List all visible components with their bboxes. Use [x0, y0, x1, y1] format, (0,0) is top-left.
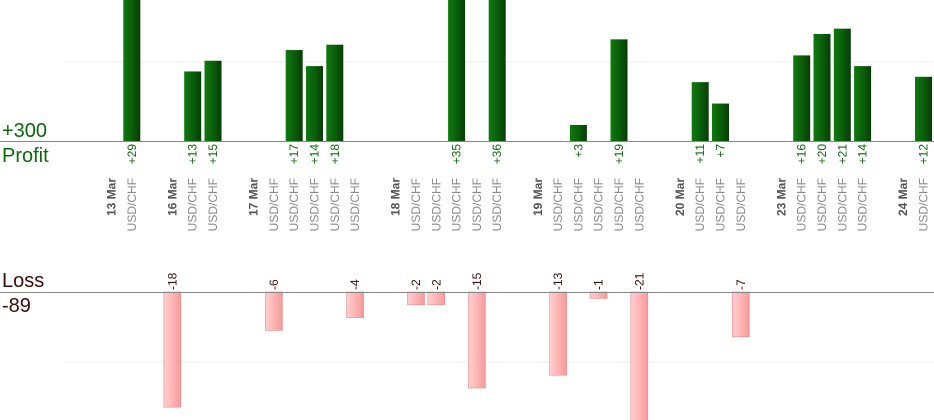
- profit-bar: [204, 60, 222, 141]
- pair-label: USD/CHF: [328, 178, 342, 231]
- profit-value-label: +16: [795, 144, 809, 165]
- date-label: 19 Mar: [531, 178, 545, 216]
- date-label: 18 Mar: [389, 178, 403, 216]
- loss-bar: [427, 291, 446, 306]
- pair-label: USD/CHF: [186, 178, 200, 231]
- profit-bar: [488, 0, 506, 142]
- loss-value-label: -13: [551, 272, 565, 290]
- profit-value-label: +14: [308, 144, 322, 165]
- profit-bar: [569, 124, 587, 141]
- loss-bar: [265, 291, 283, 331]
- date-label: 20 Mar: [673, 178, 687, 216]
- pair-label: USD/CHF: [835, 178, 849, 231]
- loss-bar: [346, 291, 364, 318]
- loss-value-label: -7: [734, 279, 748, 290]
- category-labels: 13 Mar USD/CHF 16 Mar USD/CHF USD/CHF 17 Mar U…: [105, 178, 931, 232]
- profit-value-label: +20: [815, 144, 829, 165]
- loss-value-label: -1: [592, 279, 606, 290]
- profit-bar: [854, 66, 872, 141]
- loss-value-label: -18: [165, 272, 179, 290]
- loss-bar: [630, 291, 649, 420]
- pair-label: USD/CHF: [734, 178, 748, 231]
- profit-bar: [813, 34, 831, 141]
- value-labels: +29 -18 +13 +15 -6 +17 +14 +18 -4 -2 -2 +35 -15 +36 -1…: [125, 144, 931, 290]
- profit-bar: [793, 55, 811, 141]
- pair-label: USD/CHF: [470, 178, 484, 231]
- profit-bar: [610, 39, 628, 141]
- profit-value-label: +11: [693, 144, 707, 164]
- pair-label: USD/CHF: [592, 178, 606, 231]
- profit-bars: [123, 0, 932, 142]
- pair-label: USD/CHF: [206, 178, 220, 231]
- loss-value-label: -15: [470, 272, 484, 290]
- date-label: 17 Mar: [247, 178, 261, 216]
- date-label: 24 Mar: [896, 178, 910, 216]
- profit-value-label: +14: [856, 144, 870, 165]
- pair-label: USD/CHF: [815, 178, 829, 231]
- pair-label: USD/CHF: [267, 178, 281, 231]
- profit-value-label: +21: [835, 144, 849, 165]
- profit-value-label: +13: [186, 144, 200, 165]
- profit-value-label: +36: [490, 144, 504, 165]
- pair-label: USD/CHF: [308, 178, 322, 231]
- pair-label: USD/CHF: [693, 178, 707, 231]
- profit-bar: [915, 76, 932, 141]
- loss-value-label: -2: [409, 279, 423, 290]
- pair-label: USD/CHF: [795, 178, 809, 231]
- pair-label: USD/CHF: [917, 178, 931, 231]
- loss-bar: [407, 291, 425, 306]
- profit-bar: [326, 44, 344, 142]
- loss-label: Loss: [2, 270, 45, 292]
- loss-bars: [163, 291, 750, 420]
- profit-label: Profit: [2, 145, 49, 167]
- profit-bar: [306, 66, 323, 141]
- loss-bar: [163, 291, 182, 408]
- profit-bar: [285, 50, 303, 141]
- pair-label: USD/CHF: [571, 178, 585, 231]
- loss-value-label: -6: [267, 279, 281, 290]
- pair-label: USD/CHF: [490, 178, 504, 231]
- profit-bar: [448, 0, 466, 141]
- loss-bar: [468, 291, 486, 389]
- profit-value-label: +18: [328, 144, 342, 165]
- profit-value-label: +3: [571, 144, 585, 158]
- loss-value-label: -2: [429, 279, 443, 290]
- profit-value-label: +7: [714, 144, 728, 158]
- profit-value-label: +29: [125, 144, 139, 165]
- loss-total: -89: [2, 295, 31, 317]
- pair-label: USD/CHF: [856, 178, 870, 231]
- profit-value-label: +15: [206, 144, 220, 165]
- profit-bar: [833, 28, 851, 141]
- pair-label: USD/CHF: [287, 178, 301, 231]
- pair-label: USD/CHF: [450, 178, 464, 231]
- pair-label: USD/CHF: [612, 178, 626, 231]
- pair-label: USD/CHF: [125, 178, 139, 231]
- loss-value-label: -4: [348, 279, 362, 290]
- pair-label: USD/CHF: [632, 178, 646, 231]
- pair-label: USD/CHF: [551, 178, 565, 231]
- profit-bar: [712, 103, 729, 141]
- profit-value-label: +35: [450, 144, 464, 165]
- profit-value-label: +12: [917, 144, 931, 165]
- profit-value-label: +19: [612, 144, 626, 165]
- pair-label: USD/CHF: [409, 178, 423, 231]
- profit-bar: [184, 71, 202, 141]
- profit-bar: [123, 0, 141, 141]
- profit-total: +300: [2, 120, 48, 142]
- profit-bar: [691, 82, 709, 141]
- pair-label: USD/CHF: [714, 178, 728, 231]
- date-label: 16 Mar: [165, 178, 179, 216]
- pair-label: USD/CHF: [348, 178, 362, 231]
- loss-value-label: -21: [632, 272, 646, 290]
- loss-bar: [731, 291, 750, 338]
- pair-label: USD/CHF: [429, 178, 443, 231]
- loss-bar: [549, 291, 567, 376]
- date-label: 13 Mar: [105, 178, 119, 216]
- date-label: 23 Mar: [774, 178, 788, 216]
- profit-value-label: +17: [287, 144, 301, 165]
